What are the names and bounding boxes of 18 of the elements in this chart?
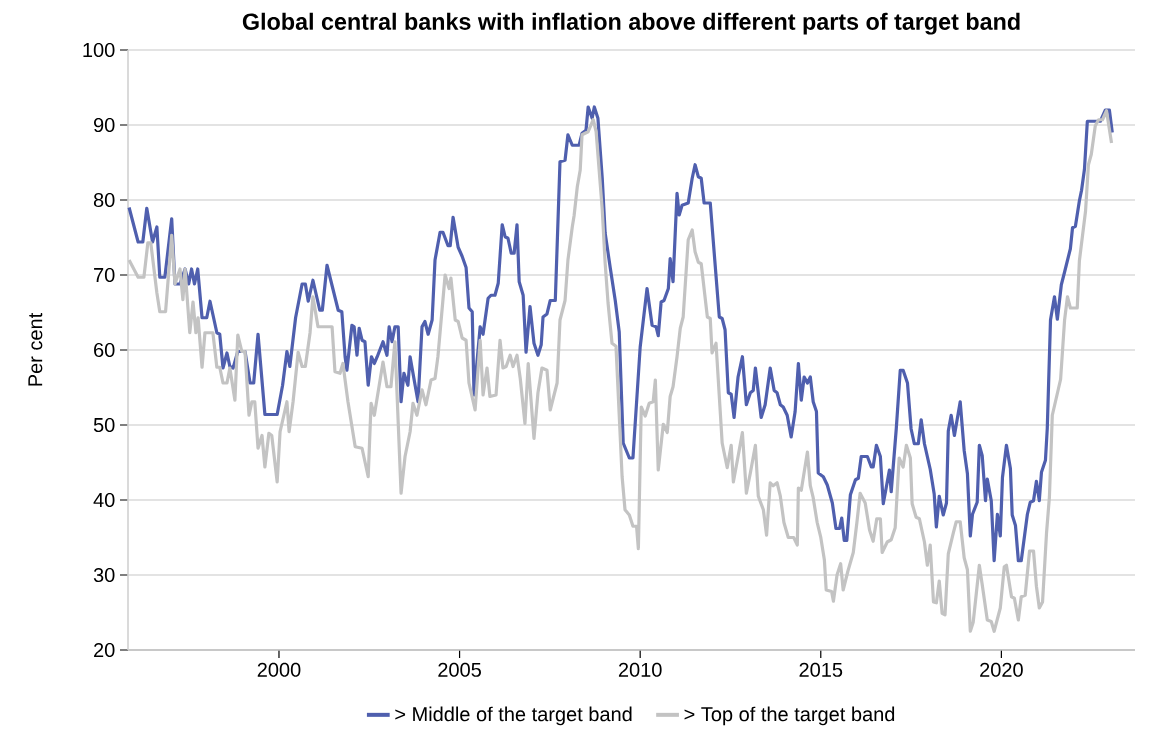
y-tick-label: 40 [93, 492, 115, 508]
x-tick-label: 2000 [257, 662, 301, 677]
x-tick-label: 2005 [438, 662, 481, 677]
y-tick-label: 70 [94, 267, 115, 283]
y-tick-label: 20 [94, 642, 115, 658]
y-tick-label: 100 [83, 42, 115, 58]
y-tick-label: 60 [94, 342, 115, 358]
chart-title: Global central banks with inflation above different parts of target band [242, 12, 1020, 35]
y-axis-title: Per cent [28, 312, 43, 386]
x-tick-label: 2010 [618, 662, 662, 677]
y-tick-label: 50 [93, 417, 115, 433]
y-tick-label: 80 [93, 192, 115, 208]
y-tick-label: 90 [93, 117, 115, 133]
legend-label: > Top of the target band [684, 706, 895, 726]
legend-label: > Middle of the target band [395, 706, 632, 726]
y-tick-label: 30 [93, 567, 115, 583]
x-tick-label: 2020 [980, 662, 1023, 677]
x-tick-label: 2015 [799, 662, 843, 677]
